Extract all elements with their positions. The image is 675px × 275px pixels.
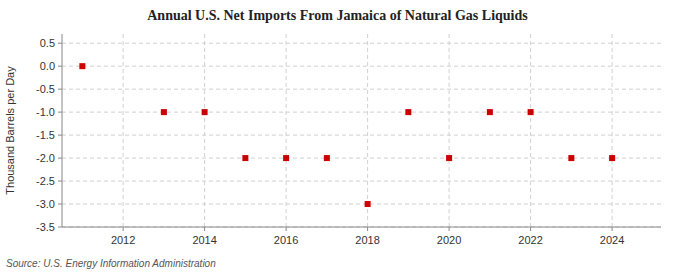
y-tick-label: -3.0 — [36, 198, 55, 210]
y-tick-label: 0.5 — [40, 37, 55, 49]
x-tick — [286, 227, 287, 231]
x-grid-line — [612, 34, 613, 227]
y-axis-label: Thousand Barrels per Day — [4, 66, 16, 195]
point — [202, 109, 208, 115]
y-tick — [58, 112, 62, 113]
y-grid-line — [62, 204, 661, 205]
y-tick-label: -3.5 — [36, 221, 55, 233]
y-grid-line — [62, 66, 661, 67]
y-tick — [58, 135, 62, 136]
x-grid-line — [204, 34, 205, 227]
y-grid-line — [62, 135, 661, 136]
point — [568, 155, 574, 161]
x-grid-line — [123, 34, 124, 227]
y-tick — [58, 158, 62, 159]
x-tick — [530, 227, 531, 231]
source-note: Source: U.S. Energy Information Administ… — [6, 258, 216, 269]
x-tick-label: 2022 — [518, 234, 542, 246]
y-tick — [58, 43, 62, 44]
y-grid-line — [62, 43, 661, 44]
x-tick — [612, 227, 613, 231]
x-tick-label: 2024 — [600, 234, 624, 246]
point — [528, 109, 534, 115]
point — [283, 155, 289, 161]
x-grid-line — [530, 34, 531, 227]
y-grid-line — [62, 112, 661, 113]
x-tick — [449, 227, 450, 231]
y-tick-label: -2.5 — [36, 175, 55, 187]
point — [609, 155, 615, 161]
y-grid-line — [62, 227, 661, 228]
x-tick-label: 2016 — [274, 234, 298, 246]
x-axis-line — [62, 227, 661, 228]
y-tick-label: -0.5 — [36, 83, 55, 95]
y-tick-label: -1.5 — [36, 129, 55, 141]
y-tick — [58, 204, 62, 205]
x-grid-line — [367, 34, 368, 227]
y-axis-line — [62, 34, 63, 227]
y-tick — [58, 89, 62, 90]
x-tick — [367, 227, 368, 231]
point — [365, 201, 371, 207]
point — [487, 109, 493, 115]
grid — [62, 34, 661, 227]
y-tick-label: 0.0 — [40, 60, 55, 72]
point — [446, 155, 452, 161]
x-tick-label: 2018 — [355, 234, 379, 246]
y-grid-line — [62, 181, 661, 182]
y-tick-label: -1.0 — [36, 106, 55, 118]
y-tick — [58, 227, 62, 228]
axes: 0.5 0.0 -0.5 -1.0 -1.5 -2.0 -2.5 -3.0 -3.5 2012 20… — [36, 34, 661, 246]
x-grid-line — [286, 34, 287, 227]
chart: Annual U.S. Net Imports From Jamaica of … — [0, 0, 675, 275]
x-tick-label: 2014 — [192, 234, 216, 246]
y-tick-label: -2.0 — [36, 152, 55, 164]
x-tick-label: 2012 — [111, 234, 135, 246]
x-tick-label: 2020 — [437, 234, 461, 246]
x-tick — [123, 227, 124, 231]
point — [405, 109, 411, 115]
y-tick — [58, 66, 62, 67]
point — [79, 63, 85, 69]
x-grid-line — [449, 34, 450, 227]
x-tick — [204, 227, 205, 231]
title: Annual U.S. Net Imports From Jamaica of … — [147, 8, 528, 23]
y-tick — [58, 181, 62, 182]
point — [242, 155, 248, 161]
points — [79, 63, 615, 207]
point — [161, 109, 167, 115]
y-grid-line — [62, 89, 661, 90]
point — [324, 155, 330, 161]
